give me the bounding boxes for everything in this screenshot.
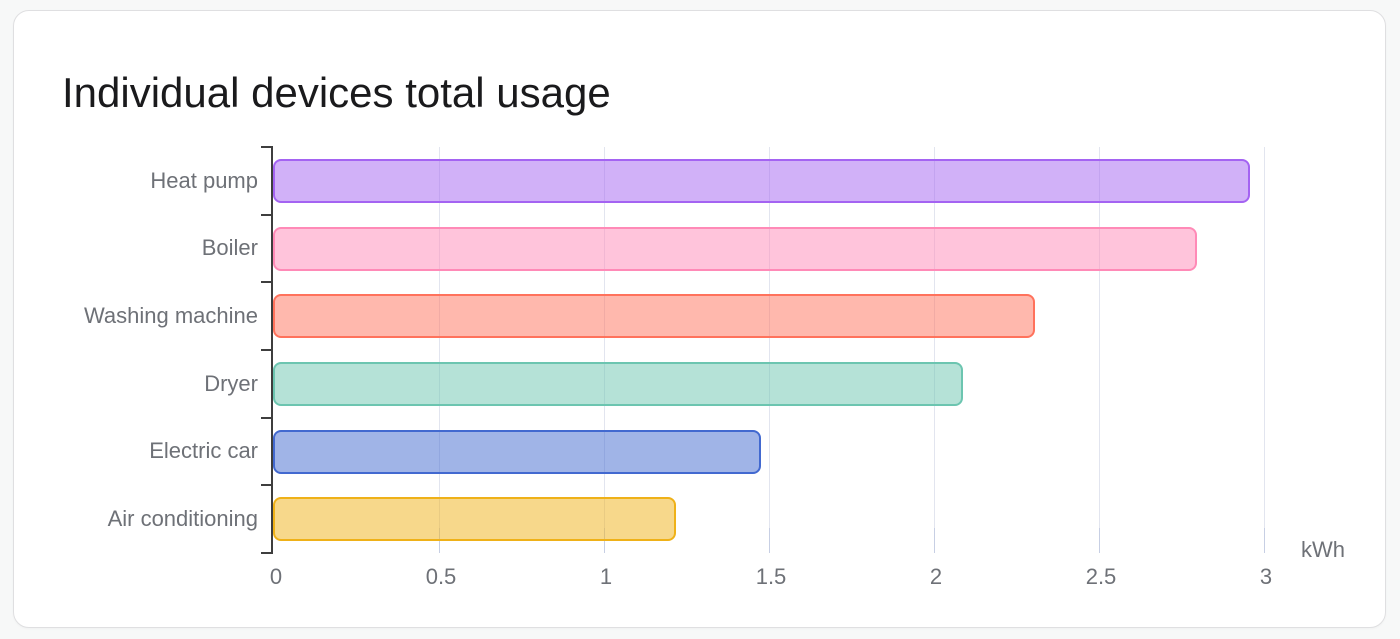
card-title: Individual devices total usage xyxy=(62,69,611,116)
energy-usage-card: Individual devices total usage xyxy=(13,10,1386,628)
